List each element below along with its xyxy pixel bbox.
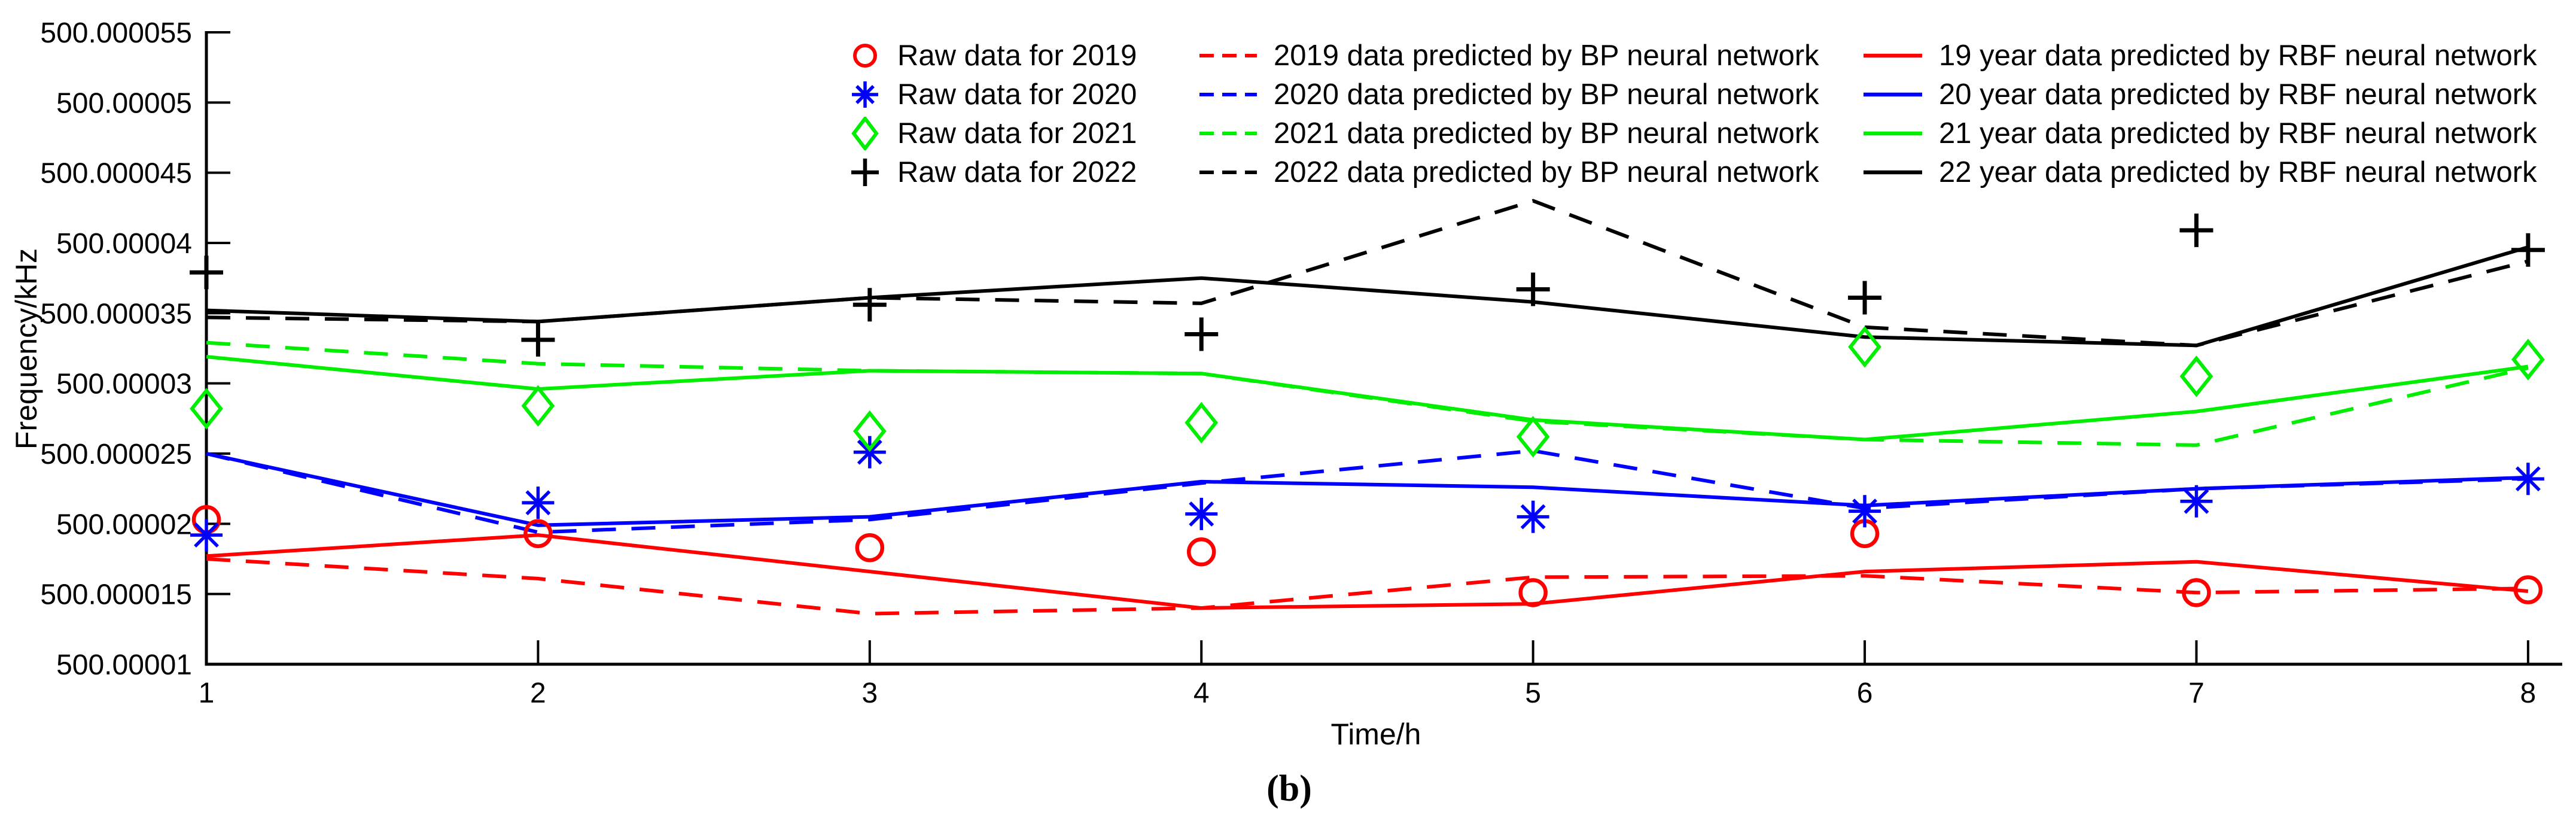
solid-line-icon (1864, 92, 1922, 97)
legend-item-rbf-2021: 21 year data predicted by RBF neural net… (1862, 117, 2537, 150)
svg-text:6: 6 (1857, 677, 1873, 709)
dashed-line-icon (1199, 171, 1257, 174)
legend-label: Raw data for 2019 (897, 39, 1137, 72)
svg-text:500.00004: 500.00004 (56, 228, 192, 260)
svg-text:500.00002: 500.00002 (56, 509, 192, 540)
legend-item-raw-2019: Raw data for 2019 (848, 39, 1137, 72)
circle-marker-icon (853, 44, 877, 68)
legend-label: Raw data for 2022 (897, 156, 1137, 188)
y-axis-title: Frequency/kHz (10, 248, 43, 450)
dashed-line-icon (1199, 93, 1257, 96)
legend-item-raw-2021: Raw data for 2021 (848, 117, 1137, 150)
svg-text:8: 8 (2520, 677, 2537, 709)
legend-label: 22 year data predicted by RBF neural net… (1939, 156, 2537, 188)
legend-label: Raw data for 2020 (897, 78, 1137, 111)
svg-text:500.00005: 500.00005 (56, 87, 192, 119)
x-axis-title: Time/h (1330, 717, 1421, 751)
asterisk-marker-icon (852, 81, 878, 108)
legend-item-bp-2019: 2019 data predicted by BP neural network (1198, 39, 1819, 72)
legend-item-bp-2021: 2021 data predicted by BP neural network (1198, 117, 1819, 150)
svg-text:500.000025: 500.000025 (40, 439, 192, 470)
solid-line-icon (1864, 131, 1922, 136)
legend-label: 20 year data predicted by RBF neural net… (1939, 78, 2537, 111)
svg-text:500.000015: 500.000015 (40, 579, 192, 611)
svg-text:500.000045: 500.000045 (40, 158, 192, 190)
solid-line-icon (1864, 53, 1922, 58)
legend-label: Raw data for 2021 (897, 117, 1137, 150)
legend-label: 19 year data predicted by RBF neural net… (1939, 39, 2537, 72)
svg-text:2: 2 (530, 677, 546, 709)
svg-text:1: 1 (199, 677, 215, 709)
legend-label: 2020 data predicted by BP neural network (1274, 78, 1819, 111)
legend-label: 2022 data predicted by BP neural network (1274, 156, 1819, 188)
dashed-line-icon (1199, 132, 1257, 135)
legend-item-raw-2020: Raw data for 2020 (848, 78, 1137, 111)
dashed-line-icon (1199, 54, 1257, 57)
svg-text:4: 4 (1193, 677, 1210, 709)
svg-text:5: 5 (1525, 677, 1541, 709)
svg-text:7: 7 (2188, 677, 2204, 709)
legend-label: 2021 data predicted by BP neural network (1274, 117, 1819, 150)
legend-item-rbf-2020: 20 year data predicted by RBF neural net… (1862, 78, 2537, 111)
svg-text:500.000055: 500.000055 (40, 17, 192, 49)
svg-text:500.000035: 500.000035 (40, 298, 192, 330)
legend-label: 21 year data predicted by RBF neural net… (1939, 117, 2537, 150)
legend-item-rbf-2019: 19 year data predicted by RBF neural net… (1862, 39, 2537, 72)
svg-text:500.00001: 500.00001 (56, 649, 192, 681)
plus-marker-icon (851, 159, 879, 186)
svg-text:500.00003: 500.00003 (56, 369, 192, 400)
legend-label: 2019 data predicted by BP neural network (1274, 39, 1819, 72)
legend-item-bp-2022: 2022 data predicted by BP neural network (1198, 156, 1819, 189)
legend-item-bp-2020: 2020 data predicted by BP neural network (1198, 78, 1819, 111)
svg-text:3: 3 (861, 677, 878, 709)
solid-line-icon (1864, 170, 1922, 175)
diamond-marker-icon (851, 117, 879, 150)
subfigure-caption: (b) (1266, 768, 1312, 809)
legend-item-raw-2022: Raw data for 2022 (848, 156, 1137, 189)
legend-item-rbf-2022: 22 year data predicted by RBF neural net… (1862, 156, 2537, 189)
